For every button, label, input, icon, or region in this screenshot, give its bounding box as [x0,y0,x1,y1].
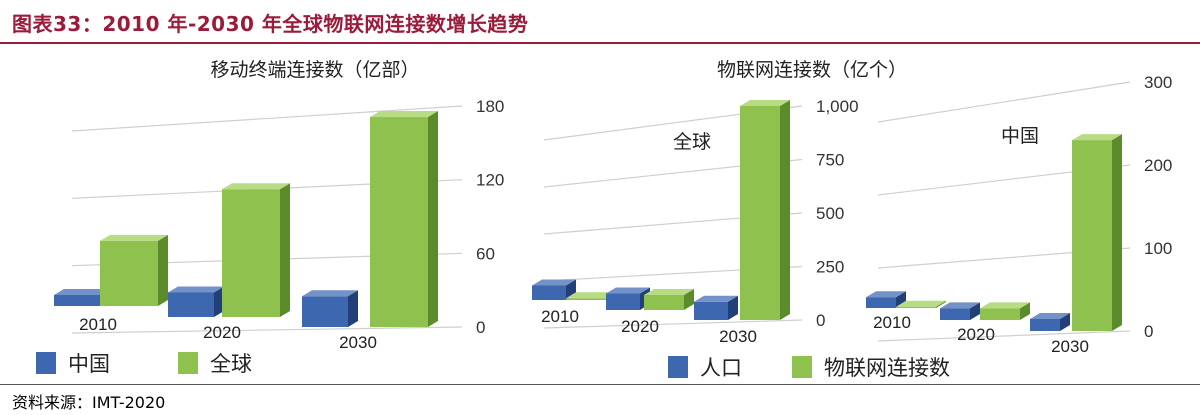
panel1-xlabel: 2020 [203,323,241,342]
panel2-ytick: 0 [816,311,825,330]
panel3-xlabel: 2010 [873,313,911,332]
panel1-bar-全球-2010-side [158,234,168,306]
plot-layer: 0 60 120 180 2010 2020 2030 0 250 500 750 1,000 2010… [54,73,1172,356]
panel1-bar-中国-2020 [168,292,214,317]
panel3-bar-物联网连接数-2020-side [1020,302,1030,320]
panel2-annotation: 全球 [673,131,711,153]
panel3-bar-物联网连接数-2010 [896,306,936,308]
panel3-bar-物联网连接数-2010-side [936,300,946,308]
source-rule [0,384,1200,385]
panel1-bar-全球-2030-side [428,111,438,327]
panel2-bar-人口-2030-top [694,295,738,302]
panel1-bar-中国-2010 [54,294,100,306]
panel1-bar-全球-2020-top [222,183,290,190]
chart-canvas: 移动终端连接数（亿部） 物联网连接数（亿个） 全球 中国 中国 全球 人口 物联… [36,59,1172,380]
panel3-bar-人口-2020-top [940,302,980,309]
panel3-ytick: 100 [1144,239,1172,258]
panel1-xlabel: 2010 [79,315,117,334]
panel2-title: 物联网连接数（亿个） [717,59,907,81]
panel3-bar-人口-2030-side [1060,312,1070,331]
panel3-bar-人口-2030-top [1030,312,1070,319]
panel3-bar-物联网连接数-2030-top [1072,134,1122,141]
panel1-ytick: 120 [476,171,504,190]
panel3-bar-物联网连接数-2020-top [980,302,1030,309]
legend1-label-china: 中国 [68,352,110,376]
panel2-bar-人口-2030-side [728,295,738,320]
panel1-ytick: 180 [476,97,504,116]
panel1-bar-中国-2020-side [214,286,224,317]
panel3-xlabel: 2030 [1051,337,1089,356]
legend2-label-population: 人口 [700,356,742,380]
panel3-bar-物联网连接数-2030 [1072,140,1112,331]
panel1-bar-全球-2010 [100,240,158,306]
panel1-bar-全球-2020 [222,189,280,317]
panel1-title: 移动终端连接数（亿部） [210,59,419,81]
panel1-bar-中国-2030 [302,296,348,327]
panel1-bar-全球-2030-top [370,111,438,118]
panel3-ytick: 200 [1144,156,1172,175]
panel2-ytick: 250 [816,258,844,277]
panel1-gridline [71,326,463,334]
panel2-bar-物联网连接数-2030 [740,106,780,320]
panel3-bar-人口-2020-side [970,302,980,320]
panel3-ytick: 300 [1144,73,1172,92]
panel2-bar-人口-2030 [694,301,728,320]
panel3-annotation: 中国 [1001,125,1039,147]
panel1-ytick: 60 [476,244,495,263]
panel2-bar-人口-2020-top [606,287,650,294]
panel3-gridline [877,81,1131,123]
panel2-bar-物联网连接数-2020-top [644,289,694,296]
panel3-bar-人口-2010-top [866,291,906,298]
panel2-ytick: 500 [816,204,844,223]
panel3-bar-物联网连接数-2010-top [896,300,946,307]
panel1-gridline [71,105,463,132]
panel2-bar-物联网连接数-2030-side [780,100,790,320]
panel3-bar-人口-2010-side [896,291,906,308]
panel3-xlabel: 2020 [957,325,995,344]
title-rule [0,42,1200,44]
panel3-bar-物联网连接数-2020 [980,308,1020,320]
panel1-bar-中国-2010-top [54,288,110,295]
panel2-bar-人口-2010-top [532,279,576,286]
panel2-ytick: 750 [816,151,844,170]
legend2-swatch-population [668,356,688,378]
panel2-bar-人口-2010 [532,285,566,300]
panel2-xlabel: 2010 [541,307,579,326]
panel2-bar-物联网连接数-2010-top [566,292,616,299]
legend1-swatch-global [178,352,198,374]
panel1-bar-中国-2020-top [168,286,224,293]
panel3-ytick: 0 [1144,322,1153,341]
panel3-bar-人口-2010 [866,297,896,308]
legend1-label-global: 全球 [210,352,252,376]
panel2-xlabel: 2020 [621,317,659,336]
figure-title: 图表33：2010 年-2030 年全球物联网连接数增长趋势 [12,12,529,36]
panel1-bar-全球-2020-side [280,183,290,317]
panel2-bar-物联网连接数-2020-side [684,289,694,310]
panel3-gridline [877,330,1131,342]
panel2-gridline [543,319,803,329]
panel2-xlabel: 2030 [719,327,757,346]
panel1-ytick: 0 [476,318,485,337]
panel3-bar-人口-2030 [1030,318,1060,331]
legend1-swatch-china [36,352,56,374]
legend2-label-iot: 物联网连接数 [824,356,950,380]
panel1-xlabel: 2030 [339,333,377,352]
panel2-ytick: 1,000 [816,97,859,116]
source-note: 资料来源：IMT-2020 [12,393,166,412]
panel3-bar-物联网连接数-2030-side [1112,134,1122,331]
panel1-bar-全球-2010-top [100,234,168,241]
panel2-bar-物联网连接数-2030-top [740,100,790,106]
panel2-bar-人口-2020 [606,293,640,310]
panel1-bar-中国-2030-top [302,290,358,297]
panel2-bar-物联网连接数-2020 [644,295,684,310]
panel1-bar-全球-2030 [370,117,428,327]
legend2-swatch-iot [792,356,812,378]
panel1-bar-中国-2030-side [348,290,358,327]
panel3-bar-人口-2020 [940,308,970,320]
panel2-bar-物联网连接数-2010 [566,298,606,300]
